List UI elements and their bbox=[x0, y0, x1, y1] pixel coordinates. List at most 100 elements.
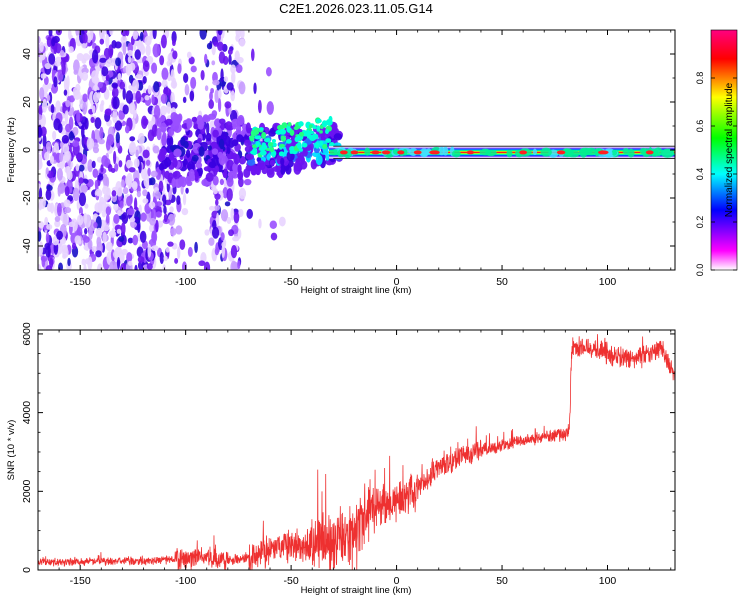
spectrogram-signal-blob bbox=[160, 115, 166, 122]
spectrogram-noise-blob bbox=[169, 206, 174, 213]
spectrogram-noise-blob bbox=[46, 224, 53, 230]
spectrogram-noise-blob bbox=[128, 167, 136, 173]
snr-y-tick-label: 0 bbox=[21, 567, 33, 573]
spectrogram-noise-blob bbox=[39, 41, 44, 53]
spectrogram-noise-blob bbox=[55, 56, 62, 64]
spectrogram-noise-blob bbox=[172, 39, 176, 47]
spectrogram-noise-blob bbox=[209, 91, 213, 101]
spectrogram-noise-blob bbox=[170, 101, 178, 110]
snr-x-tick-label: 50 bbox=[496, 575, 508, 587]
spectrogram-signal-blob bbox=[302, 148, 308, 157]
spectrogram-noise-blob bbox=[86, 137, 93, 150]
spectrogram-noise-blob bbox=[224, 201, 231, 207]
spectrogram-noise-blob bbox=[149, 177, 156, 186]
spectrogram-noise-blob bbox=[161, 79, 168, 88]
spectrogram-noise-blob bbox=[97, 201, 103, 214]
spectrogram-signal-blob bbox=[226, 143, 231, 155]
spectrogram-noise-blob bbox=[182, 261, 187, 270]
spectrogram-noise-blob bbox=[220, 209, 229, 222]
spectrogram-noise-blob bbox=[218, 51, 226, 64]
spectrogram-noise-blob bbox=[55, 100, 61, 112]
spectrogram-noise-blob bbox=[57, 182, 66, 194]
spectrogram-hotspot bbox=[306, 132, 311, 139]
spectrogram-noise-blob bbox=[76, 53, 84, 61]
spectrogram-noise-blob bbox=[213, 188, 218, 195]
spectrogram-noise-blob bbox=[127, 237, 134, 244]
spectrogram-noise-blob bbox=[155, 211, 162, 218]
spectrogram-noise-blob bbox=[46, 94, 51, 102]
spectrogram-noise-blob bbox=[38, 264, 42, 270]
spectrogram-x-tick-label: 100 bbox=[599, 276, 617, 288]
snr-y-ticks: 0 2000 4000 6000 bbox=[21, 322, 675, 573]
spectrogram-noise-blob bbox=[120, 179, 125, 188]
spectrogram-signal-blob bbox=[207, 113, 217, 120]
spectrogram-noise-blob bbox=[109, 260, 117, 270]
colorbar-tick-label: 0.6 bbox=[695, 120, 705, 133]
spectrogram-noise-blob bbox=[52, 130, 57, 141]
spectrogram-signal-blob bbox=[191, 116, 198, 123]
spectrogram-noise-blob bbox=[158, 180, 164, 193]
spectrogram-signal-blob bbox=[232, 162, 239, 174]
spectrogram-noise-blob bbox=[78, 192, 87, 207]
spectrogram-signal-blob bbox=[237, 171, 243, 181]
spectrogram-noise-blob bbox=[111, 82, 118, 89]
spectrogram-hotspot bbox=[298, 148, 303, 152]
spectrogram-signal-blob bbox=[197, 137, 202, 144]
spectrogram-noise-blob bbox=[101, 66, 109, 77]
spectrogram-noise-blob bbox=[121, 212, 129, 224]
spectrogram-noise-blob bbox=[82, 101, 88, 115]
spectrogram-hotspot bbox=[253, 130, 260, 135]
spectrogram-noise-blob bbox=[38, 153, 43, 167]
spectrogram-noise-blob bbox=[143, 70, 149, 77]
spectrogram-noise-blob bbox=[63, 76, 68, 91]
spectrogram-noise-blob bbox=[161, 67, 169, 81]
spectrogram-noise-blob bbox=[217, 89, 222, 99]
spectrogram-noise-blob bbox=[44, 62, 52, 70]
spectrogram-signal-blob bbox=[172, 157, 178, 168]
spectrogram-noise-blob bbox=[122, 41, 127, 56]
spectrogram-noise-blob bbox=[179, 239, 186, 250]
spectrogram-noise-blob bbox=[126, 208, 135, 216]
colorbar: 0.0 0.2 0.4 0.6 0.8 Normalized spectral ampl… bbox=[695, 29, 738, 276]
snr-frame bbox=[37, 329, 676, 571]
spectrogram-noise-blob bbox=[250, 48, 255, 62]
spectrogram-panel: -150 -100 -50 0 50 100 -40 -20 0 20 40 Height of … bbox=[6, 29, 676, 296]
spectrogram-hotspot bbox=[261, 144, 268, 150]
spectrogram-noise-blob bbox=[116, 228, 122, 234]
spectrogram-noise-blob bbox=[235, 64, 243, 73]
spectrogram-noise-blob bbox=[220, 232, 225, 241]
spectrogram-noise-blob bbox=[108, 44, 114, 59]
spectrogram-x-axis-label: Height of straight line (km) bbox=[301, 285, 412, 296]
spectrogram-noise-blob bbox=[40, 73, 47, 79]
spectrogram-hotspot bbox=[269, 146, 275, 153]
spectrogram-noise-blob bbox=[74, 235, 81, 245]
spectrogram-signal-blob bbox=[227, 171, 233, 178]
spectrogram-noise-blob bbox=[83, 212, 88, 224]
spectrogram-noise-blob bbox=[266, 101, 274, 115]
spectrogram-noise-blob bbox=[72, 140, 80, 148]
spectrogram-noise-blob bbox=[151, 245, 159, 252]
spectrogram-noise-blob bbox=[165, 247, 170, 253]
spectrogram-noise-blob bbox=[38, 126, 43, 138]
spectrogram-noise-blob bbox=[136, 190, 142, 198]
spectrogram-noise-blob bbox=[115, 57, 122, 67]
spectrogram-noise-blob bbox=[126, 252, 133, 263]
spectrogram-noise-blob bbox=[72, 126, 79, 136]
spectrogram-noise-blob bbox=[103, 224, 110, 232]
spectrogram-noise-blob bbox=[135, 149, 139, 158]
snr-x-ticks: -150 -100 -50 0 50 100 bbox=[58, 330, 672, 587]
spectrogram-noise-blob bbox=[45, 141, 52, 152]
spectrogram-signal-blob bbox=[186, 118, 192, 130]
spectrogram-noise-blob bbox=[206, 42, 213, 50]
spectrogram-noise-blob bbox=[214, 204, 220, 211]
spectrogram-noise-blob bbox=[95, 250, 102, 258]
spectrogram-signal-blob bbox=[224, 135, 231, 147]
spectrogram-noise-blob bbox=[265, 66, 272, 77]
spectrogram-noise-blob bbox=[172, 50, 178, 60]
spectrogram-noise-blob bbox=[105, 241, 113, 252]
spectrogram-noise-blob bbox=[51, 38, 56, 47]
spectrogram-signal-blob bbox=[170, 111, 178, 121]
spectrogram-noise-blob bbox=[203, 261, 211, 270]
spectrogram-signal-blob bbox=[266, 152, 271, 161]
spectrogram-noise-blob bbox=[211, 60, 216, 66]
